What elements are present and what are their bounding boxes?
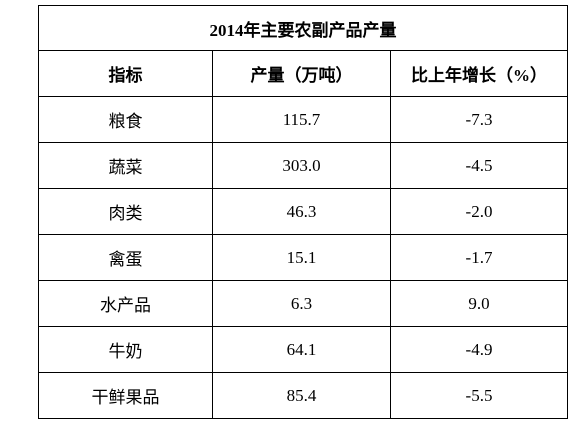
table-cell: 蔬菜 [38, 142, 213, 189]
table-cell: 115.7 [212, 96, 391, 143]
header-row: 指标 产量（万吨） 比上年增长（%） [38, 50, 569, 97]
table-cell: 15.1 [212, 234, 391, 281]
table-row: 水产品 6.3 9.0 [38, 280, 569, 327]
table-cell: 303.0 [212, 142, 391, 189]
table-cell: -1.7 [389, 234, 569, 281]
data-table: 2014年主要农副产品产量 指标 产量（万吨） 比上年增长（%） 粮食 115.7 -7… [37, 5, 569, 419]
table-cell: 6.3 [212, 280, 391, 327]
table-title: 2014年主要农副产品产量 [37, 5, 569, 51]
table-cell: -5.5 [389, 372, 569, 419]
table-cell: 粮食 [38, 96, 213, 143]
table-cell: 干鲜果品 [38, 372, 213, 419]
table-cell: -7.3 [389, 96, 569, 143]
table-cell: -4.5 [389, 142, 569, 189]
table-row: 粮食 115.7 -7.3 [38, 96, 569, 143]
table-row: 禽蛋 15.1 -1.7 [38, 234, 569, 281]
header-cell: 产量（万吨） [212, 50, 391, 97]
table-head: 2014年主要农副产品产量 指标 产量（万吨） 比上年增长（%） [37, 5, 569, 97]
table-row: 干鲜果品 85.4 -5.5 [38, 372, 569, 419]
table-cell: 9.0 [389, 280, 569, 327]
table-cell: 牛奶 [38, 326, 213, 373]
table-cell: 64.1 [212, 326, 391, 373]
header-cell: 比上年增长（%） [389, 50, 569, 97]
table-row: 肉类 46.3 -2.0 [38, 188, 569, 235]
table-row: 牛奶 64.1 -4.9 [38, 326, 569, 373]
title-row: 2014年主要农副产品产量 [37, 5, 569, 51]
table-body: 粮食 115.7 -7.3 蔬菜 303.0 -4.5 肉类 46.3 -2.0 禽蛋 15.1 -1… [38, 96, 569, 419]
table-cell: 46.3 [212, 188, 391, 235]
table-row: 蔬菜 303.0 -4.5 [38, 142, 569, 189]
table-cell: 85.4 [212, 372, 391, 419]
table-cell: -4.9 [389, 326, 569, 373]
table-cell: 水产品 [38, 280, 213, 327]
table-cell: 肉类 [38, 188, 213, 235]
table-cell: 禽蛋 [38, 234, 213, 281]
table-cell: -2.0 [389, 188, 569, 235]
header-cell: 指标 [38, 50, 213, 97]
